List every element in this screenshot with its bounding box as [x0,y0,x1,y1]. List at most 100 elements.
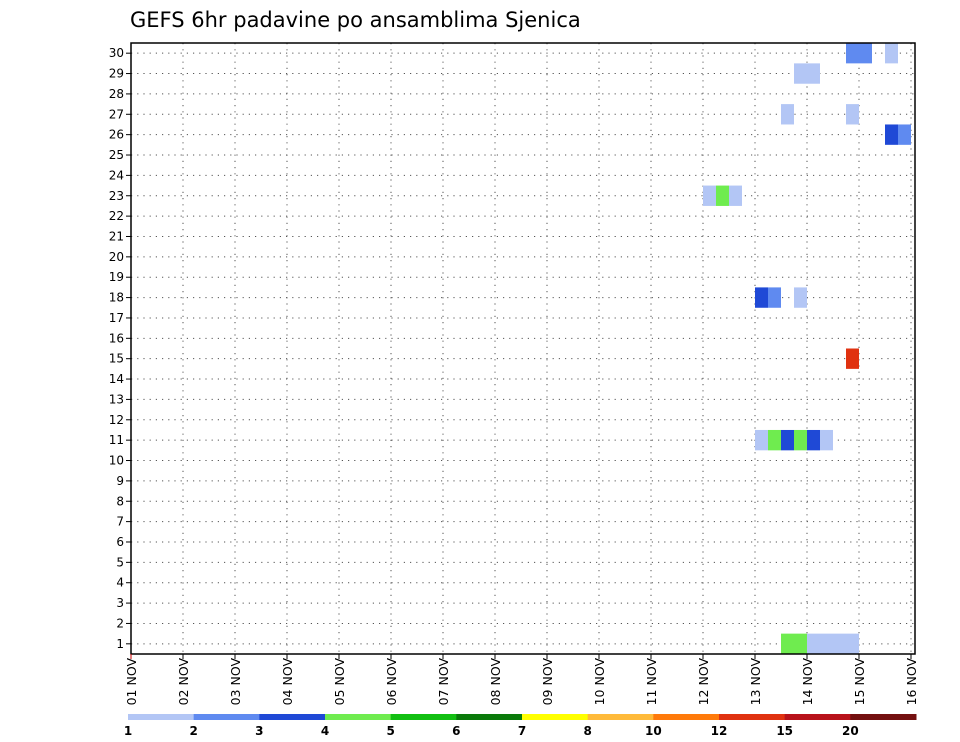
colorbar-label: 5 [386,724,394,738]
y-tick-label: 27 [109,107,124,121]
y-tick-label: 20 [109,250,124,264]
x-tick-label: 06 NOV [384,658,399,706]
x-axis: 01 NOV 02 NOV 03 NOV 04 NOV 05 NOV 06 NOV 07 N… [124,654,919,705]
y-tick-label: 12 [109,413,124,427]
chart-title: GEFS 6hr padavine po ansamblima Sjenica [130,8,581,32]
colorbar-segment [850,714,917,720]
precip-cell [846,104,859,125]
colorbar-label: 12 [711,724,728,738]
x-tick-label: 12 NOV [696,658,711,706]
precip-cell [807,429,820,451]
x-tick-label: 02 NOV [176,658,191,706]
y-tick-label: 18 [109,291,124,305]
x-tick-label: 11 NOV [644,658,659,706]
precip-cells [703,43,911,654]
y-tick-label: 4 [116,576,124,590]
colorbar-segment [259,714,326,720]
y-tick-label: 2 [116,616,124,630]
precip-cell [846,633,859,654]
x-tick-label: 05 NOV [332,658,347,706]
colorbar-label: 1 [124,724,132,738]
y-tick-label: 13 [109,392,124,406]
y-tick-label: 3 [116,596,124,610]
y-tick-label: 5 [116,555,124,569]
x-tick-label: 09 NOV [540,658,555,706]
precip-cell [768,429,781,451]
precip-cell [885,124,898,145]
y-tick-label: 6 [116,535,124,549]
precip-cell [794,287,807,308]
precip-cell [846,43,859,64]
x-tick-label: 04 NOV [280,658,295,706]
precip-cell [859,43,872,64]
y-axis: 1234567891011121314151617181920212223242… [109,46,131,651]
colorbar-segment [784,714,851,720]
plot-frame [130,42,916,655]
y-tick-label: 29 [109,67,124,81]
x-tick-label: 07 NOV [436,658,451,706]
precip-cell [781,633,794,654]
x-tick-label: 13 NOV [748,658,763,706]
y-tick-label: 9 [116,474,124,488]
colorbar-segment [653,714,720,720]
y-tick-label: 1 [116,637,124,651]
y-tick-label: 28 [109,87,124,101]
precip-cell [833,633,846,654]
y-tick-label: 16 [109,331,124,345]
y-tick-label: 21 [109,229,124,243]
x-tick-label: 10 NOV [592,658,607,706]
precip-cell [729,185,742,206]
y-tick-label: 22 [109,209,124,223]
colorbar-segment [456,714,523,720]
y-tick-label: 17 [109,311,124,325]
y-tick-label: 11 [109,433,124,447]
colorbar-segment [193,714,260,720]
x-tick-label: 15 NOV [852,658,867,706]
colorbar-segment [719,714,786,720]
precip-cell [703,185,716,206]
colorbar-label: 8 [583,724,591,738]
grid-lines [131,43,915,654]
precip-cell [820,429,833,451]
colorbar-segment [522,714,589,720]
x-tick-label: 14 NOV [800,658,815,706]
y-tick-label: 24 [109,168,124,182]
colorbar-label: 7 [518,724,526,738]
x-tick-label: 16 NOV [904,658,919,706]
colorbar-label: 15 [776,724,793,738]
precip-cell [768,287,781,308]
precip-cell [807,633,820,654]
colorbar: 1 2 3 4 5 6 7 8 10 12 15 20 [124,714,917,738]
precip-cell [820,633,833,654]
y-tick-label: 19 [109,270,124,284]
y-tick-label: 30 [109,46,124,60]
colorbar-segment [587,714,654,720]
colorbar-label: 4 [321,724,329,738]
y-tick-label: 14 [109,372,124,386]
precip-cell [755,429,768,451]
precip-cell [794,63,807,84]
precip-cell [781,429,794,451]
colorbar-segment [325,714,392,720]
colorbar-segment [128,714,195,720]
precip-cell [716,185,729,206]
colorbar-label: 20 [842,724,859,738]
colorbar-label: 10 [645,724,662,738]
colorbar-label: 6 [452,724,460,738]
y-tick-label: 15 [109,352,124,366]
precip-cell [885,43,898,64]
colorbar-label: 2 [189,724,197,738]
precip-cell [898,124,911,145]
y-tick-label: 25 [109,148,124,162]
x-tick-label: 08 NOV [488,658,503,706]
precip-cell [781,104,794,125]
x-tick-label: 01 NOV [124,658,139,706]
colorbar-label: 3 [255,724,263,738]
y-tick-label: 7 [116,515,124,529]
y-tick-label: 10 [109,454,124,468]
precip-cell [794,429,807,451]
colorbar-segment [390,714,457,720]
precip-cell [846,348,859,369]
y-tick-label: 26 [109,128,124,142]
